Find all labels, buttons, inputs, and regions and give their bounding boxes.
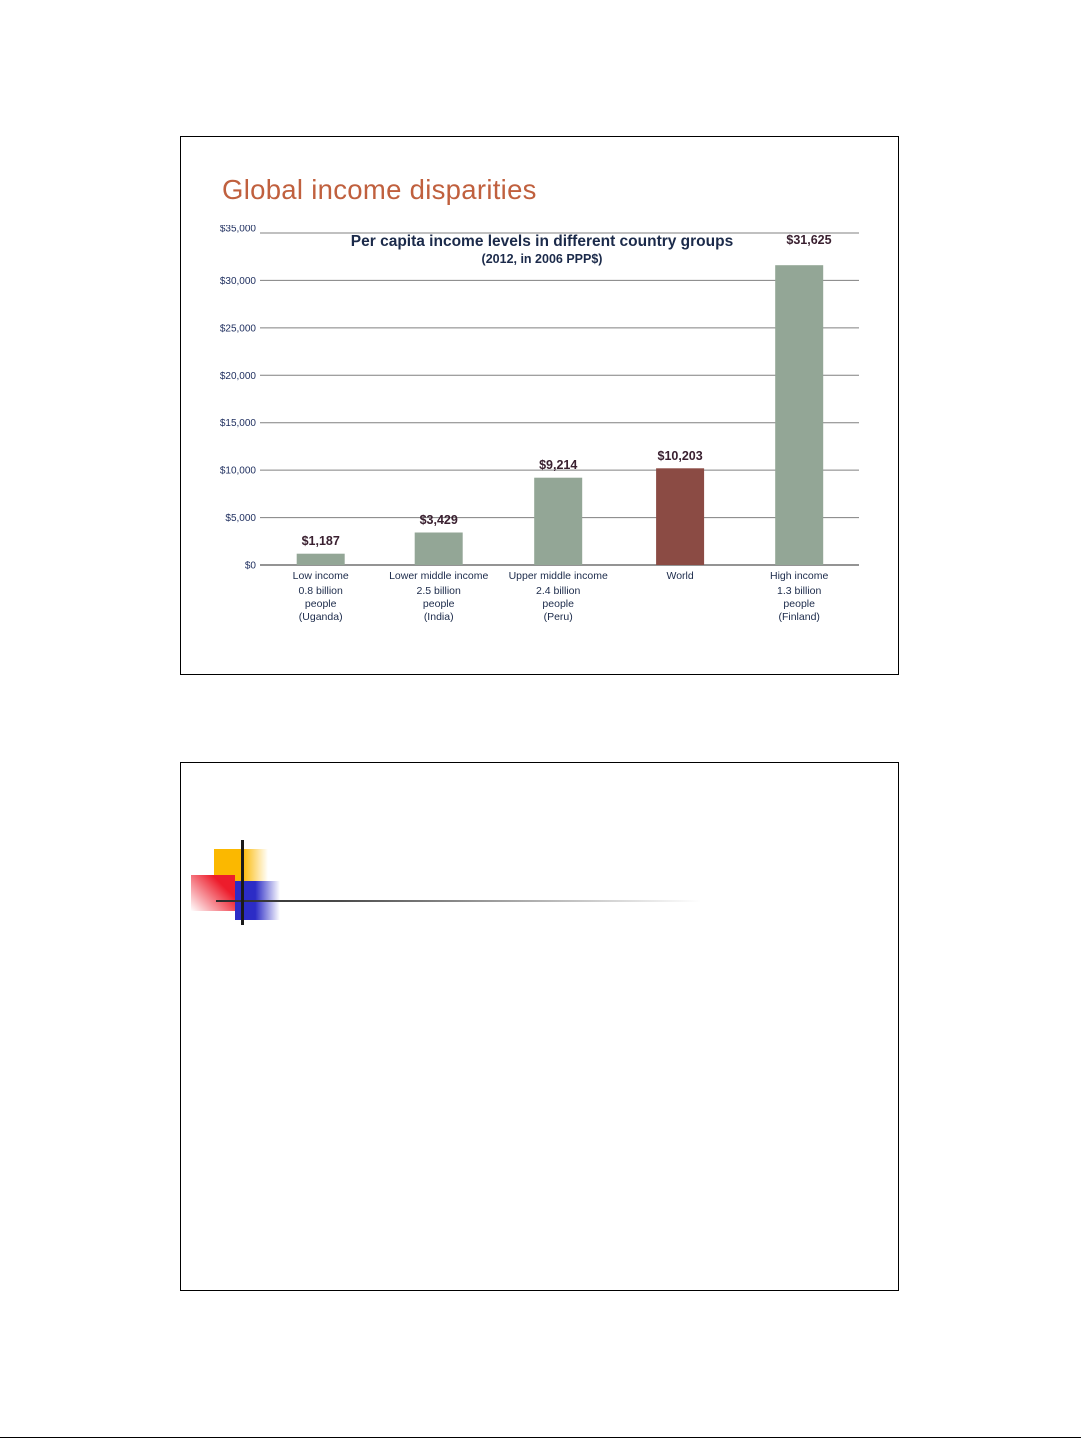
svg-text:people: people [542, 598, 574, 610]
svg-text:(Peru): (Peru) [544, 611, 573, 623]
svg-text:(India): (India) [424, 611, 454, 623]
svg-text:1.3 billion: 1.3 billion [777, 585, 822, 597]
svg-text:World: World [666, 570, 693, 582]
svg-text:$9,214: $9,214 [539, 458, 577, 472]
svg-text:$0: $0 [245, 561, 257, 572]
svg-text:Per capita income levels in di: Per capita income levels in different co… [351, 233, 733, 250]
svg-text:$20,000: $20,000 [220, 371, 257, 382]
svg-text:people: people [783, 598, 815, 610]
svg-text:$25,000: $25,000 [220, 323, 257, 334]
svg-text:High income: High income [770, 570, 829, 582]
svg-text:2.5 billion: 2.5 billion [417, 585, 462, 597]
svg-text:$30,000: $30,000 [220, 276, 257, 287]
svg-text:people: people [305, 598, 337, 610]
svg-text:$31,625: $31,625 [786, 233, 831, 247]
svg-text:$3,429: $3,429 [420, 513, 458, 527]
svg-text:(2012, in 2006 PPP$): (2012, in 2006 PPP$) [482, 252, 603, 266]
svg-text:Lower middle income: Lower middle income [389, 570, 488, 582]
svg-text:Upper middle income: Upper middle income [509, 570, 608, 582]
svg-text:0.8 billion: 0.8 billion [299, 585, 344, 597]
svg-text:people: people [423, 598, 455, 610]
svg-text:$35,000: $35,000 [220, 225, 257, 235]
svg-text:Low income: Low income [293, 570, 349, 582]
svg-text:$5,000: $5,000 [225, 513, 256, 524]
svg-text:(Uganda): (Uganda) [299, 611, 343, 623]
svg-text:(Finland): (Finland) [778, 611, 819, 623]
svg-text:$15,000: $15,000 [220, 418, 257, 429]
svg-text:$10,000: $10,000 [220, 466, 257, 477]
svg-text:2.4 billion: 2.4 billion [536, 585, 581, 597]
svg-text:$10,203: $10,203 [658, 449, 703, 463]
svg-text:$1,187: $1,187 [302, 534, 340, 548]
